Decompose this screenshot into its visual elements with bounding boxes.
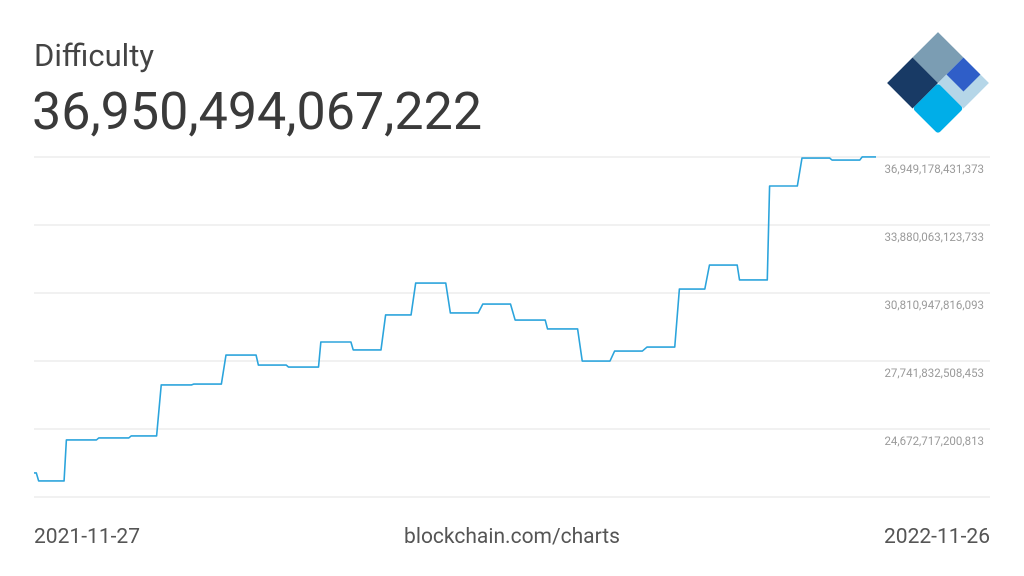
- line: [34, 156, 876, 482]
- y-tick-label: 27,741,832,508,453: [884, 366, 984, 380]
- source-label: blockchain.com/charts: [404, 525, 620, 549]
- y-tick-label: 36,949,178,431,373: [884, 162, 984, 176]
- logo: [887, 32, 989, 133]
- chart-title: Difficulty: [34, 37, 154, 74]
- y-tick-label: 24,672,717,200,813: [884, 434, 984, 448]
- y-tick-label: 30,810,947,816,093: [884, 298, 984, 312]
- x-start-label: 2021-11-27: [34, 525, 140, 549]
- x-end-label: 2022-11-26: [884, 525, 990, 549]
- latest-value: 36,950,494,067,222: [32, 81, 482, 142]
- y-tick-label: 33,880,063,123,733: [884, 230, 984, 244]
